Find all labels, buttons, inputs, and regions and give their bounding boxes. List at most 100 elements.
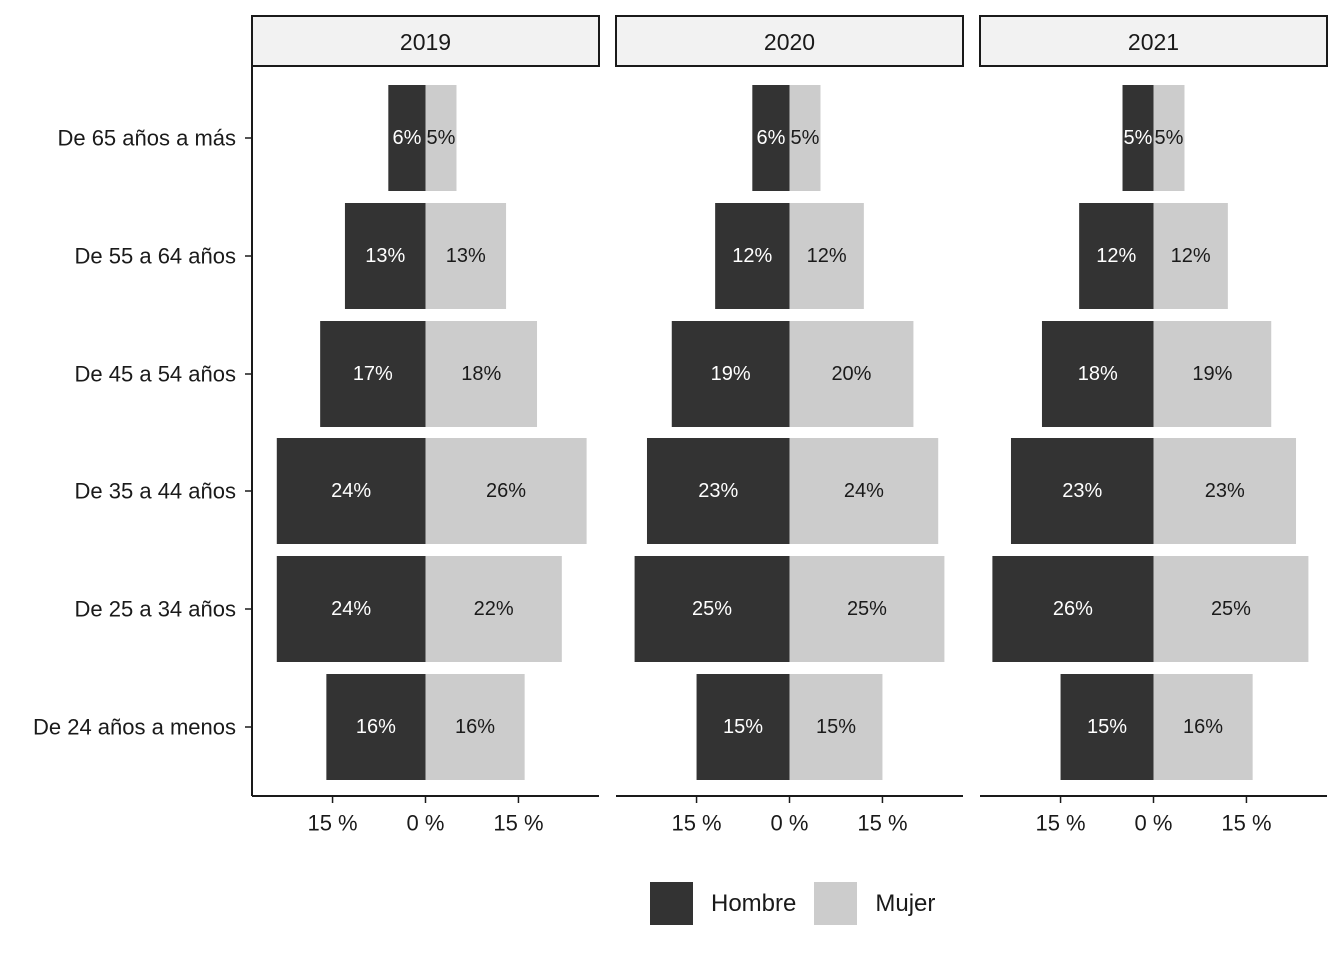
legend-item-mujer: Mujer	[814, 882, 935, 925]
data-label-hombre-2020-de-65-anos-a-mas: 6%	[756, 127, 785, 149]
bar-mujer-2019-de-35-a-44-anos	[425, 438, 587, 544]
legend-item-hombre: Hombre	[650, 882, 796, 925]
x-tick-label-2019: 15 %	[493, 811, 543, 836]
bar-hombre-2021-de-25-a-34-anos	[992, 556, 1154, 662]
bar-hombre-2019-de-35-a-44-anos	[276, 438, 426, 544]
legend-label-mujer: Mujer	[875, 889, 936, 917]
data-label-mujer-2020-de-25-a-34-anos: 25%	[847, 598, 887, 620]
data-label-mujer-2021-de-65-anos-a-mas: 5%	[1155, 127, 1184, 149]
data-label-mujer-2020-de-24-anos-a-menos: 15%	[816, 716, 856, 738]
bar-hombre-2020-de-24-anos-a-menos	[696, 674, 790, 780]
y-tick-label-de-25-a-34-anos: De 25 a 34 años	[75, 597, 236, 622]
data-label-hombre-2020-de-24-anos-a-menos: 15%	[723, 716, 763, 738]
legend-label-hombre: Hombre	[711, 889, 797, 917]
bar-mujer-2020-de-25-a-34-anos	[789, 556, 945, 662]
data-label-mujer-2020-de-65-anos-a-mas: 5%	[791, 127, 820, 149]
data-label-hombre-2020-de-25-a-34-anos: 25%	[692, 598, 732, 620]
bar-hombre-2019-de-24-anos-a-menos	[326, 674, 426, 780]
data-label-hombre-2020-de-35-a-44-anos: 23%	[698, 480, 738, 502]
bar-mujer-2019-de-45-a-54-anos	[425, 321, 538, 427]
data-label-hombre-2021-de-24-anos-a-menos: 15%	[1087, 716, 1127, 738]
data-label-mujer-2019-de-45-a-54-anos: 18%	[461, 363, 501, 385]
data-label-hombre-2019-de-25-a-34-anos: 24%	[331, 598, 371, 620]
bar-mujer-2019-de-25-a-34-anos	[425, 556, 562, 662]
x-tick-label-2021: 15 %	[1035, 811, 1085, 836]
y-tick-label-de-35-a-44-anos: De 35 a 44 años	[75, 479, 236, 504]
data-label-hombre-2019-de-35-a-44-anos: 24%	[331, 480, 371, 502]
x-tick-label-2020: 0 %	[771, 811, 809, 836]
x-tick-label-2020: 15 %	[857, 811, 907, 836]
data-label-mujer-2020-de-45-a-54-anos: 20%	[831, 363, 871, 385]
bar-mujer-2020-de-45-a-54-anos	[789, 321, 914, 427]
bar-hombre-2020-de-65-anos-a-mas	[752, 85, 790, 191]
data-label-hombre-2021-de-45-a-54-anos: 18%	[1078, 363, 1118, 385]
x-tick-label-2019: 15 %	[307, 811, 357, 836]
bar-hombre-2020-de-25-a-34-anos	[634, 556, 790, 662]
bar-mujer-2019-de-65-anos-a-mas	[425, 85, 457, 191]
y-tick-label-de-65-anos-a-mas: De 65 años a más	[57, 126, 236, 151]
panel-strip-2021	[979, 15, 1328, 67]
bar-mujer-2020-de-65-anos-a-mas	[789, 85, 821, 191]
bar-hombre-2021-de-55-a-64-anos	[1079, 203, 1154, 309]
data-label-mujer-2021-de-24-anos-a-menos: 16%	[1183, 716, 1223, 738]
bar-hombre-2020-de-35-a-44-anos	[646, 438, 790, 544]
data-label-hombre-2019-de-55-a-64-anos: 13%	[365, 245, 405, 267]
data-label-hombre-2020-de-55-a-64-anos: 12%	[732, 245, 772, 267]
y-tick-label-de-24-anos-a-menos: De 24 años a menos	[33, 715, 236, 740]
bar-mujer-2019-de-55-a-64-anos	[425, 203, 507, 309]
legend-swatch-mujer	[814, 882, 858, 925]
data-label-mujer-2019-de-55-a-64-anos: 13%	[446, 245, 486, 267]
data-label-hombre-2020-de-45-a-54-anos: 19%	[711, 363, 751, 385]
panel-title-2021: 2021	[1128, 29, 1179, 55]
data-label-mujer-2021-de-55-a-64-anos: 12%	[1171, 245, 1211, 267]
data-label-mujer-2021-de-35-a-44-anos: 23%	[1205, 480, 1245, 502]
y-tick-label-de-55-a-64-anos: De 55 a 64 años	[75, 244, 236, 269]
bar-mujer-2020-de-55-a-64-anos	[789, 203, 864, 309]
bar-hombre-2019-de-45-a-54-anos	[320, 321, 426, 427]
data-label-hombre-2021-de-65-anos-a-mas: 5%	[1124, 127, 1153, 149]
bar-hombre-2019-de-25-a-34-anos	[276, 556, 426, 662]
data-label-mujer-2020-de-55-a-64-anos: 12%	[807, 245, 847, 267]
data-label-mujer-2021-de-45-a-54-anos: 19%	[1192, 363, 1232, 385]
y-tick-label-de-45-a-54-anos: De 45 a 54 años	[75, 362, 236, 387]
data-label-hombre-2021-de-35-a-44-anos: 23%	[1062, 480, 1102, 502]
bar-mujer-2021-de-65-anos-a-mas	[1153, 85, 1185, 191]
data-label-hombre-2019-de-65-anos-a-mas: 6%	[392, 127, 421, 149]
bar-hombre-2019-de-65-anos-a-mas	[388, 85, 426, 191]
bar-mujer-2021-de-45-a-54-anos	[1153, 321, 1272, 427]
bar-mujer-2019-de-24-anos-a-menos	[425, 674, 525, 780]
bar-hombre-2020-de-45-a-54-anos	[671, 321, 790, 427]
bar-mujer-2021-de-25-a-34-anos	[1153, 556, 1309, 662]
legend-swatch-hombre	[650, 882, 693, 925]
x-tick-label-2021: 0 %	[1135, 811, 1173, 836]
x-tick-label-2020: 15 %	[671, 811, 721, 836]
bar-hombre-2020-de-55-a-64-anos	[715, 203, 790, 309]
x-tick-label-2021: 15 %	[1221, 811, 1271, 836]
data-label-mujer-2021-de-25-a-34-anos: 25%	[1211, 598, 1251, 620]
bar-hombre-2021-de-65-anos-a-mas	[1122, 85, 1154, 191]
bar-hombre-2021-de-24-anos-a-menos	[1060, 674, 1154, 780]
data-label-mujer-2020-de-35-a-44-anos: 24%	[844, 480, 884, 502]
panel-title-2020: 2020	[764, 29, 815, 55]
bar-mujer-2020-de-24-anos-a-menos	[789, 674, 883, 780]
x-tick-label-2019: 0 %	[407, 811, 445, 836]
panel-strip-2019	[251, 15, 600, 67]
bar-mujer-2021-de-55-a-64-anos	[1153, 203, 1228, 309]
legend: Hombre Mujer	[650, 882, 953, 925]
panel-title-2019: 2019	[400, 29, 451, 55]
bar-hombre-2021-de-35-a-44-anos	[1010, 438, 1154, 544]
bar-hombre-2019-de-55-a-64-anos	[344, 203, 426, 309]
data-label-hombre-2019-de-24-anos-a-menos: 16%	[356, 716, 396, 738]
data-label-mujer-2019-de-35-a-44-anos: 26%	[486, 480, 526, 502]
data-label-hombre-2019-de-45-a-54-anos: 17%	[353, 363, 393, 385]
bar-hombre-2021-de-45-a-54-anos	[1041, 321, 1154, 427]
panel-strip-2020	[615, 15, 964, 67]
population-pyramid-chart: De 65 años a más De 55 a 64 años De 45 a 5…	[33, 15, 1328, 836]
bar-mujer-2021-de-35-a-44-anos	[1153, 438, 1297, 544]
data-label-mujer-2019-de-25-a-34-anos: 22%	[474, 598, 514, 620]
data-label-hombre-2021-de-55-a-64-anos: 12%	[1096, 245, 1136, 267]
data-label-mujer-2019-de-65-anos-a-mas: 5%	[427, 127, 456, 149]
bar-mujer-2021-de-24-anos-a-menos	[1153, 674, 1253, 780]
data-label-hombre-2021-de-25-a-34-anos: 26%	[1053, 598, 1093, 620]
